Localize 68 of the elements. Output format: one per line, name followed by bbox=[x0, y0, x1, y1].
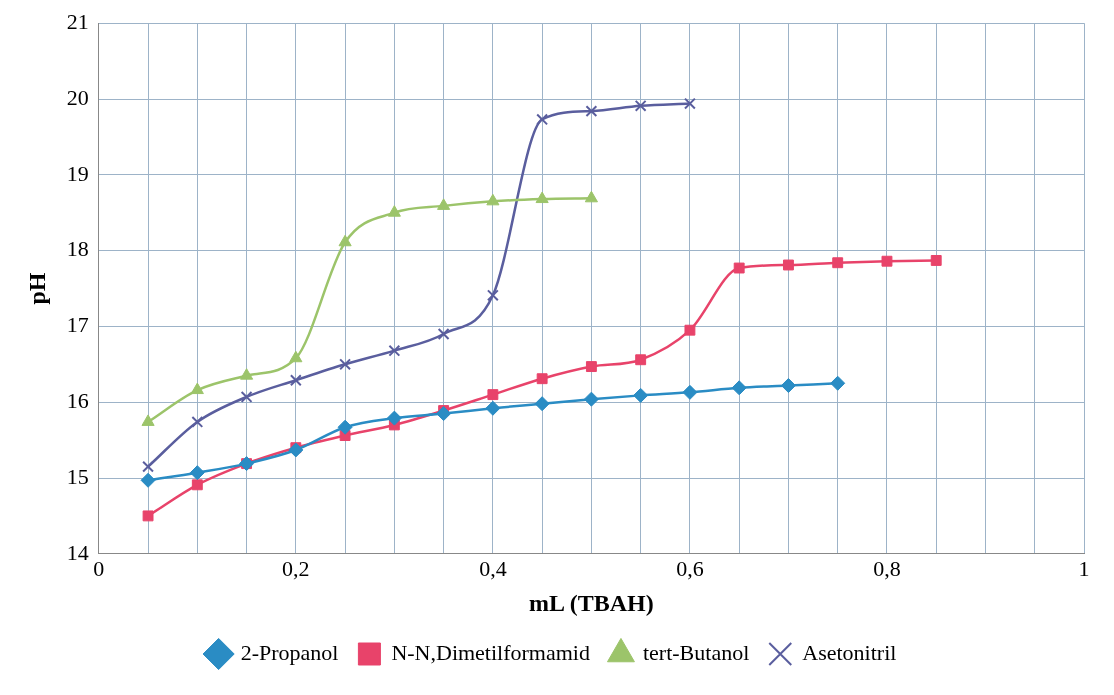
point bbox=[387, 205, 401, 217]
y-tick-label: 18 bbox=[66, 236, 89, 262]
point bbox=[733, 262, 745, 274]
point bbox=[584, 190, 598, 203]
x-tick-label: 1 bbox=[1078, 555, 1090, 581]
point bbox=[339, 358, 352, 371]
point bbox=[142, 460, 155, 473]
y-axis-title: pH bbox=[23, 272, 50, 305]
point bbox=[731, 380, 747, 396]
point bbox=[386, 410, 402, 426]
point bbox=[583, 391, 599, 407]
point bbox=[436, 406, 452, 422]
point bbox=[338, 234, 352, 247]
point bbox=[780, 378, 796, 394]
y-tick-label: 15 bbox=[66, 463, 89, 489]
y-tick-label: 19 bbox=[66, 160, 89, 186]
point bbox=[930, 255, 942, 266]
point bbox=[437, 328, 450, 340]
y-tick-label: 16 bbox=[66, 387, 89, 413]
point bbox=[487, 389, 499, 401]
point bbox=[141, 414, 155, 426]
point bbox=[535, 191, 549, 204]
y-tick-label: 17 bbox=[66, 312, 89, 338]
point bbox=[683, 97, 696, 110]
point bbox=[437, 198, 451, 210]
point bbox=[189, 465, 205, 481]
x-tick-label: 0,6 bbox=[676, 555, 704, 581]
point bbox=[682, 384, 698, 400]
point bbox=[881, 255, 893, 267]
x-tick-label: 0,2 bbox=[282, 555, 310, 581]
point bbox=[633, 387, 649, 403]
point bbox=[536, 113, 549, 126]
x-tick-label: 0,8 bbox=[873, 555, 901, 581]
point bbox=[832, 257, 844, 269]
legend-label: 2-Propanol bbox=[240, 639, 339, 665]
point bbox=[585, 105, 598, 118]
point bbox=[486, 193, 500, 206]
y-tick-label: 21 bbox=[66, 8, 89, 34]
point bbox=[634, 99, 647, 112]
point bbox=[830, 375, 846, 391]
point bbox=[288, 442, 304, 458]
point bbox=[684, 324, 696, 336]
x-axis-title: mL (TBAH) bbox=[529, 589, 654, 616]
point bbox=[388, 344, 401, 357]
point bbox=[782, 259, 794, 271]
point bbox=[191, 479, 203, 491]
x-tick-label: 0,4 bbox=[479, 555, 507, 581]
x-tick-label: 0 bbox=[93, 555, 105, 581]
point bbox=[486, 289, 499, 302]
point bbox=[585, 361, 597, 373]
legend-label: Asetonitril bbox=[802, 639, 897, 665]
y-tick-label: 20 bbox=[66, 84, 89, 110]
point bbox=[536, 373, 548, 385]
point bbox=[337, 419, 353, 435]
point bbox=[240, 368, 254, 380]
point bbox=[534, 396, 550, 412]
y-tick-label: 14 bbox=[66, 539, 89, 565]
point bbox=[240, 390, 253, 403]
point bbox=[289, 374, 302, 387]
point bbox=[635, 354, 647, 366]
point bbox=[140, 472, 156, 488]
point bbox=[191, 415, 204, 428]
legend-label: N-N,Dimetilformamid bbox=[391, 639, 590, 665]
point bbox=[485, 400, 501, 416]
legend-label: tert-Butanol bbox=[642, 639, 750, 665]
point bbox=[190, 382, 204, 395]
point bbox=[142, 510, 154, 522]
point bbox=[289, 350, 303, 363]
